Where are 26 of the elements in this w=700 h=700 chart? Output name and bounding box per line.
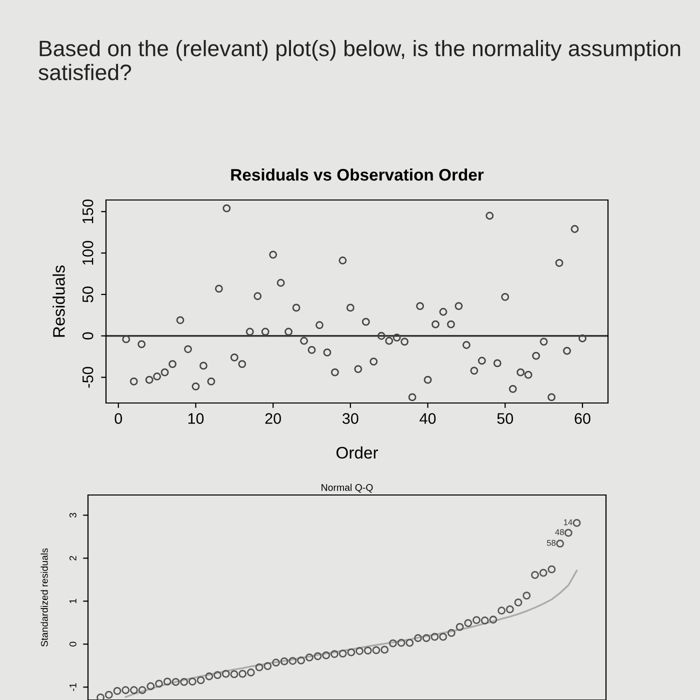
y-tick-label: 0	[69, 642, 76, 646]
annotation: 48	[555, 529, 564, 536]
x-tick-label: 30	[342, 413, 358, 424]
x-tick-label: 0	[114, 413, 122, 424]
x-tick-label: 50	[497, 413, 514, 424]
x-tick-label: 40	[420, 413, 436, 424]
x-tick-label: 10	[188, 413, 204, 424]
x-axis-title: Order	[336, 446, 378, 459]
y-tick-label: 0	[82, 332, 94, 340]
chart-title: Normal Q-Q	[322, 484, 373, 493]
y-tick-label: 2	[69, 556, 76, 560]
x-tick-label: 20	[265, 413, 281, 424]
y-tick-label: 3	[69, 512, 76, 518]
y-tick-label: 1	[70, 598, 76, 604]
annotation: 58	[546, 540, 556, 546]
text: Based on the (relevant) plot(s) below, is the normality assumption satisfied?	[38, 40, 680, 80]
y-tick-label: 50	[82, 286, 94, 302]
y-tick-label: -1	[70, 683, 76, 691]
annotation: 14	[564, 519, 572, 526]
y-tick-label: -50	[82, 366, 94, 388]
y-axis-title: Residuals	[52, 266, 65, 337]
y-axis-title: Standardized residuals	[40, 548, 48, 647]
x-tick-label: 60	[574, 413, 590, 424]
chart-title: Residuals vs Observation Order	[231, 168, 484, 181]
y-tick-label: 150	[82, 199, 94, 224]
y-tick-label: 100	[82, 240, 94, 265]
